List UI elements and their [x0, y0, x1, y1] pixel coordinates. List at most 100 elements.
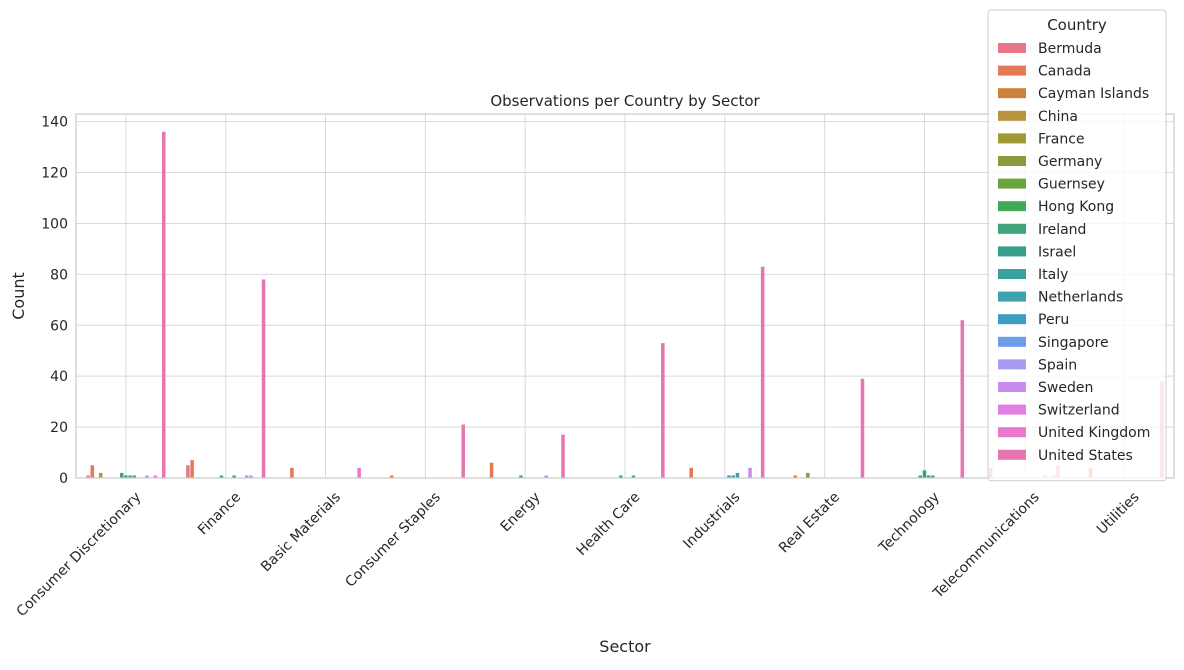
y-tick-label: 0	[59, 471, 68, 487]
bar	[860, 378, 865, 478]
bar	[631, 475, 636, 478]
bar	[793, 475, 797, 478]
legend-item-label: Sweden	[1038, 380, 1093, 396]
bar	[219, 475, 224, 478]
legend-swatch	[998, 133, 1026, 144]
legend-item-label: Peru	[1038, 312, 1069, 328]
x-tick-label: Technology	[875, 489, 942, 556]
bar	[519, 475, 523, 478]
legend-swatch	[998, 65, 1026, 76]
bar	[661, 343, 665, 478]
legend-item-label: United States	[1038, 448, 1133, 464]
legend-swatch	[998, 359, 1026, 370]
bar	[931, 475, 935, 478]
bar	[731, 475, 735, 478]
y-tick-label: 20	[50, 420, 68, 436]
legend-item-label: Switzerland	[1038, 403, 1120, 419]
legend-item-label: Spain	[1038, 357, 1077, 373]
legend-swatch	[998, 110, 1026, 121]
legend-item-label: Italy	[1038, 267, 1068, 283]
legend-item-label: Germany	[1038, 154, 1102, 170]
y-axis-ticks: 0 20 40 60 80 100 120 140	[41, 115, 68, 487]
legend-swatch	[998, 178, 1026, 189]
legend-swatch	[998, 201, 1026, 212]
bar	[806, 472, 810, 478]
bar	[389, 475, 394, 478]
bar	[489, 462, 494, 478]
legend-item-label: Singapore	[1038, 335, 1109, 351]
x-tick-label: Consumer Staples	[342, 489, 443, 590]
bar	[461, 424, 465, 478]
legend-item-label: China	[1038, 109, 1078, 125]
y-tick-label: 40	[50, 369, 68, 385]
legend-item-label: Ireland	[1038, 222, 1086, 238]
legend-swatch	[998, 88, 1026, 99]
bar	[161, 131, 166, 478]
bar	[145, 475, 149, 478]
legend-items: Bermuda Canada Cayman Islands China France Ge…	[998, 41, 1150, 464]
legend-item-label: France	[1038, 131, 1085, 147]
legend-swatch	[998, 269, 1026, 279]
bar	[290, 467, 294, 478]
bar	[232, 475, 236, 478]
x-tick-label: Real Estate	[776, 489, 843, 556]
bar	[249, 475, 253, 478]
bar	[153, 475, 158, 478]
legend-box	[987, 9, 1167, 482]
legend-item-label: Canada	[1038, 64, 1091, 80]
y-tick-label: 60	[50, 318, 68, 334]
bar	[119, 472, 124, 478]
legend-swatch	[998, 223, 1026, 234]
legend-item-label: United Kingdom	[1038, 425, 1150, 441]
bar	[561, 434, 565, 478]
bar	[132, 475, 137, 478]
bar	[190, 460, 194, 478]
x-tick-label: Industrials	[680, 489, 743, 552]
legend-item-label: Cayman Islands	[1038, 86, 1149, 102]
legend-item-label: Netherlands	[1038, 290, 1123, 306]
legend-swatch	[998, 382, 1026, 392]
bar	[727, 475, 731, 478]
bar	[357, 467, 361, 478]
bar	[748, 467, 752, 478]
legend-swatch	[998, 291, 1026, 302]
bar	[186, 465, 190, 478]
legend-title: Country	[1047, 16, 1107, 34]
bar	[544, 475, 548, 478]
legend-item-label: Guernsey	[1038, 177, 1105, 193]
bar	[735, 472, 740, 478]
plot-frame	[75, 113, 1175, 479]
legend-item-label: Israel	[1038, 244, 1076, 260]
x-tick-label: Utilities	[1094, 489, 1143, 538]
y-tick-label: 100	[41, 216, 68, 232]
bar	[689, 467, 693, 478]
legend-swatch	[998, 404, 1026, 415]
y-tick-label: 80	[50, 267, 68, 283]
bar	[98, 472, 103, 478]
y-tick-label: 120	[41, 166, 68, 182]
x-tick-label: Basic Materials	[258, 489, 344, 575]
legend-swatch	[998, 156, 1026, 166]
bar	[128, 475, 132, 478]
bar	[90, 465, 95, 478]
y-axis-label: Count	[9, 272, 28, 320]
legend-swatch	[998, 427, 1026, 438]
y-tick-label: 140	[41, 115, 68, 131]
bar	[619, 475, 623, 478]
x-tick-label: Consumer Discretionary	[14, 489, 145, 620]
x-tick-label: Health Care	[574, 489, 644, 559]
bar	[124, 475, 128, 478]
legend: Country Bermuda Canada Cayman Islands China…	[987, 9, 1167, 482]
chart-title: Observations per Country by Sector	[490, 92, 760, 110]
x-tick-label: Telecommunications	[930, 489, 1043, 602]
bar	[918, 475, 923, 478]
x-tick-label: Finance	[195, 489, 244, 538]
bar	[960, 320, 965, 478]
legend-swatch	[998, 314, 1026, 325]
bar	[926, 475, 931, 478]
bar	[760, 266, 765, 478]
legend-swatch	[998, 449, 1026, 460]
legend-item-label: Bermuda	[1038, 41, 1102, 57]
